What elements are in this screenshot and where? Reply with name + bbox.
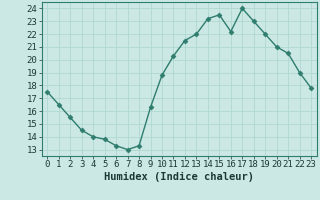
X-axis label: Humidex (Indice chaleur): Humidex (Indice chaleur) (104, 172, 254, 182)
